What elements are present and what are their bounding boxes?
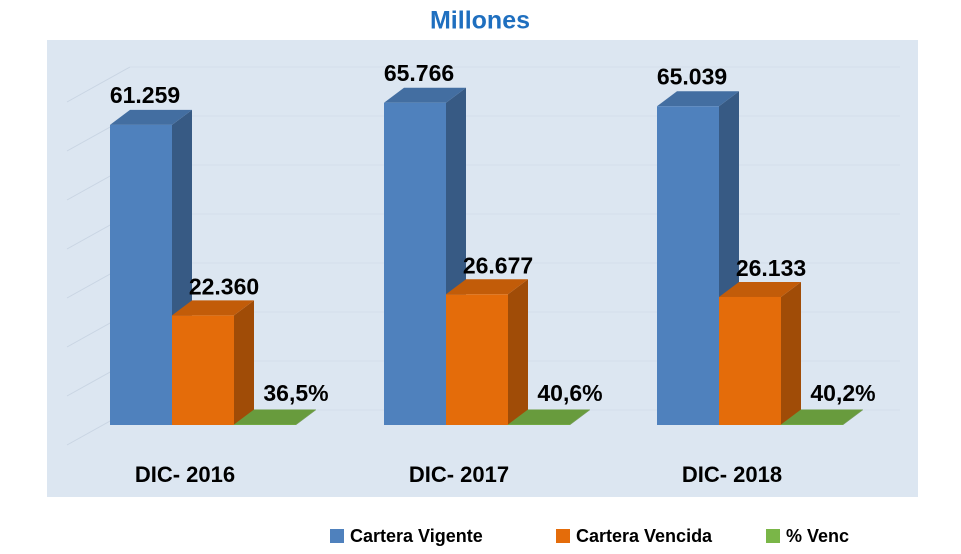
bar-side (234, 300, 254, 425)
legend-swatch (330, 529, 344, 543)
chart-title: Millones (430, 7, 530, 35)
bar-top (172, 300, 254, 316)
bar-top (657, 91, 739, 107)
bar (384, 102, 446, 426)
x-tick-label: DIC- 2017 (409, 462, 509, 487)
bar-side (296, 409, 316, 425)
x-tick-label: DIC- 2018 (682, 462, 782, 487)
bar (719, 296, 781, 425)
data-label: 40,2% (810, 380, 875, 406)
x-tick-label: DIC- 2016 (135, 462, 235, 487)
legend-swatch (766, 529, 780, 543)
legend-label: Cartera Vigente (350, 526, 483, 546)
data-label: 65.766 (384, 60, 454, 86)
data-label: 22.360 (189, 274, 259, 300)
bar (781, 424, 843, 425)
data-label: 26.677 (463, 252, 533, 278)
bar-top (781, 409, 863, 425)
bar-top (384, 87, 466, 103)
bar-top (234, 409, 316, 425)
data-label: 36,5% (263, 380, 328, 406)
legend-swatch (556, 529, 570, 543)
bar-side (781, 281, 801, 425)
legend-label: % Venc (786, 526, 849, 546)
bar-side (508, 279, 528, 425)
bar-side (570, 409, 590, 425)
data-label: 26.133 (736, 255, 806, 281)
bar-top (110, 109, 192, 125)
data-label: 65.039 (657, 63, 727, 89)
bar-side (843, 409, 863, 425)
bar (508, 424, 570, 425)
bar-top (508, 409, 590, 425)
data-label: 61.259 (110, 82, 180, 108)
legend-label: Cartera Vencida (576, 526, 713, 546)
bar (172, 315, 234, 425)
bar (446, 294, 508, 425)
bar (110, 124, 172, 425)
data-label: 40,6% (537, 380, 602, 406)
bar-top (446, 279, 528, 295)
bar-top (719, 281, 801, 297)
bar (657, 106, 719, 425)
grid-line (66, 66, 131, 103)
bar (234, 424, 296, 425)
